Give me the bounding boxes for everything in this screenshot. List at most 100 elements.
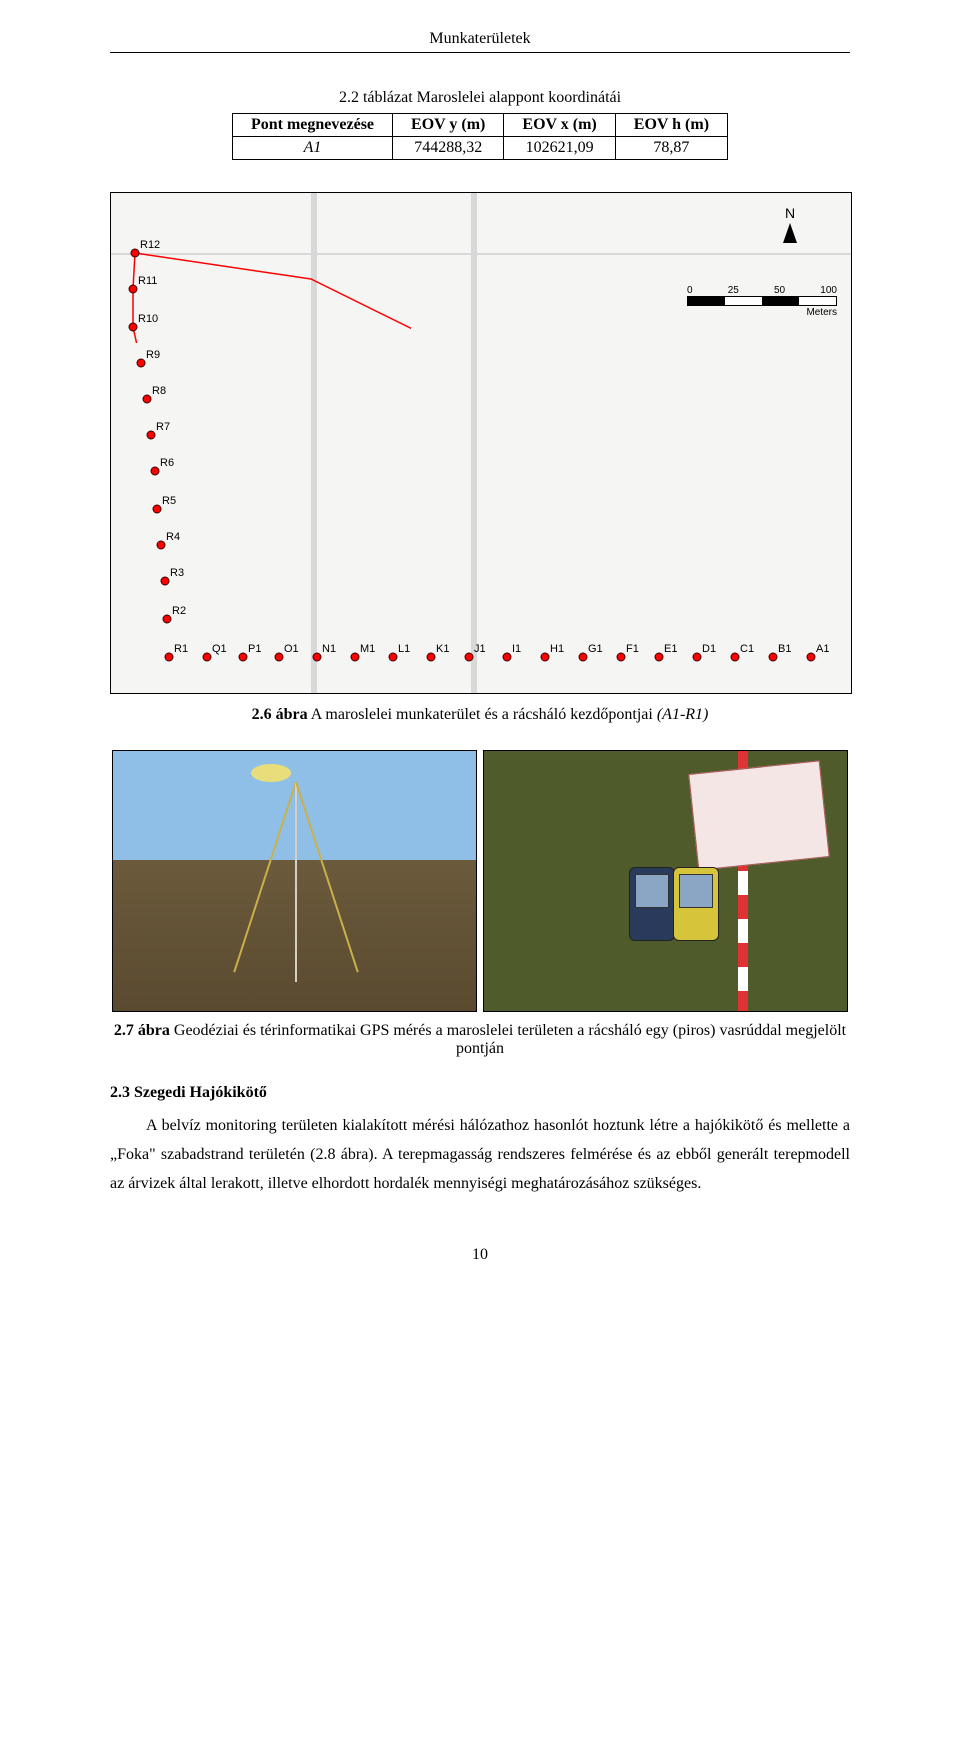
td-x: 102621,09 bbox=[504, 137, 615, 160]
scale-bar: 0 25 50 100 Meters bbox=[687, 285, 837, 318]
grid-point-label: R2 bbox=[172, 605, 186, 617]
th-eovh: EOV h (m) bbox=[615, 114, 727, 137]
grid-point-label: F1 bbox=[626, 643, 639, 655]
td-y: 744288,32 bbox=[393, 137, 504, 160]
grid-point bbox=[157, 541, 166, 550]
grid-point-label: R3 bbox=[170, 567, 184, 579]
grid-point bbox=[541, 653, 550, 662]
grid-point-label: R4 bbox=[166, 531, 180, 543]
body-paragraph: A belvíz monitoring területen kialakítot… bbox=[110, 1112, 850, 1198]
grid-point-label: I1 bbox=[512, 643, 521, 655]
grid-point-label: R9 bbox=[146, 349, 160, 361]
running-head: Munkaterületek bbox=[110, 30, 850, 53]
grid-point-label: R11 bbox=[138, 275, 157, 287]
gps-device-icon bbox=[673, 867, 719, 941]
grid-point-label: R6 bbox=[160, 457, 174, 469]
photo-left bbox=[112, 750, 477, 1012]
grid-point bbox=[239, 653, 248, 662]
grid-point-label: D1 bbox=[702, 643, 716, 655]
grid-point bbox=[389, 653, 398, 662]
scale-tick: 100 bbox=[820, 285, 837, 296]
grid-point-label: R12 bbox=[140, 239, 160, 251]
grid-point-label: C1 bbox=[740, 643, 754, 655]
grid-point bbox=[203, 653, 212, 662]
grid-point bbox=[131, 249, 140, 258]
grid-point bbox=[427, 653, 436, 662]
fig-2-6-caption: 2.6 ábra A maroslelei munkaterület és a … bbox=[110, 706, 850, 724]
grid-point-label: Q1 bbox=[212, 643, 227, 655]
photo-right bbox=[483, 750, 848, 1012]
grid-point bbox=[129, 285, 138, 294]
page-number: 10 bbox=[110, 1246, 850, 1264]
grid-point bbox=[129, 323, 138, 332]
td-name: A1 bbox=[232, 137, 392, 160]
fig-prefix: 2.6 ábra bbox=[252, 706, 308, 723]
grid-point bbox=[693, 653, 702, 662]
tripod-leg-icon bbox=[295, 782, 297, 982]
grid-point-label: J1 bbox=[474, 643, 486, 655]
fig-2-7-caption: 2.7 ábra Geodéziai és térinformatikai GP… bbox=[110, 1022, 850, 1058]
table-row: A1 744288,32 102621,09 78,87 bbox=[232, 137, 727, 160]
scale-tick: 50 bbox=[774, 285, 785, 296]
grid-point-label: R1 bbox=[174, 643, 188, 655]
grid-point bbox=[617, 653, 626, 662]
scale-unit: Meters bbox=[687, 307, 837, 318]
th-eovy: EOV y (m) bbox=[393, 114, 504, 137]
grid-point bbox=[275, 653, 284, 662]
grid-point-label: G1 bbox=[588, 643, 603, 655]
grid-point bbox=[313, 653, 322, 662]
grid-point-label: B1 bbox=[778, 643, 791, 655]
grid-point-label: P1 bbox=[248, 643, 261, 655]
grid-point bbox=[143, 395, 152, 404]
north-label: N bbox=[785, 205, 795, 221]
grid-point-label: H1 bbox=[550, 643, 564, 655]
arrow-icon bbox=[783, 223, 797, 243]
grid-point bbox=[351, 653, 360, 662]
table-header-row: Pont megnevezése EOV y (m) EOV x (m) EOV… bbox=[232, 114, 727, 137]
tripod-leg-icon bbox=[295, 782, 359, 973]
grid-point-label: R7 bbox=[156, 421, 170, 433]
th-name: Pont megnevezése bbox=[232, 114, 392, 137]
section-heading: 2.3 Szegedi Hajókikötő bbox=[110, 1084, 850, 1102]
grid-point bbox=[137, 359, 146, 368]
table-caption: 2.2 táblázat Maroslelei alappont koordin… bbox=[110, 89, 850, 107]
grid-point-label: E1 bbox=[664, 643, 677, 655]
gps-antenna-icon bbox=[251, 764, 291, 782]
grid-point bbox=[163, 615, 172, 624]
grid-point-label: N1 bbox=[322, 643, 336, 655]
grid-point bbox=[165, 653, 174, 662]
grid-point-label: K1 bbox=[436, 643, 449, 655]
fig-prefix: 2.7 ábra bbox=[114, 1022, 170, 1039]
grid-point bbox=[153, 505, 162, 514]
grid-point-label: L1 bbox=[398, 643, 410, 655]
field-book-icon bbox=[688, 760, 829, 870]
tripod-leg-icon bbox=[233, 782, 297, 973]
map-figure: N 0 25 50 100 Meters R12 R11 R1 0 R9 R8 R7 R6 R5… bbox=[110, 192, 852, 694]
grid-point bbox=[465, 653, 474, 662]
fig-italic: (A1-R1) bbox=[657, 706, 709, 723]
grid-point bbox=[731, 653, 740, 662]
fig-text: Geodéziai és térinformatikai GPS mérés a… bbox=[170, 1022, 846, 1057]
grid-point bbox=[147, 431, 156, 440]
grid-point-label: M1 bbox=[360, 643, 375, 655]
gps-device-icon bbox=[629, 867, 675, 941]
grid-point-label: O1 bbox=[284, 643, 299, 655]
north-arrow: N bbox=[783, 205, 797, 243]
grid-point-label: R8 bbox=[152, 385, 166, 397]
grid-point-label: A1 bbox=[816, 643, 829, 655]
grid-point bbox=[161, 577, 170, 586]
scale-tick: 0 bbox=[687, 285, 693, 296]
td-h: 78,87 bbox=[615, 137, 727, 160]
th-eovx: EOV x (m) bbox=[504, 114, 615, 137]
grid-point-label: R5 bbox=[162, 495, 176, 507]
grid-point bbox=[151, 467, 160, 476]
grid-point bbox=[807, 653, 816, 662]
scale-tick: 25 bbox=[728, 285, 739, 296]
grid-point bbox=[503, 653, 512, 662]
fig-text: A maroslelei munkaterület és a rácsháló … bbox=[308, 706, 657, 723]
grid-point bbox=[769, 653, 778, 662]
coord-table: Pont megnevezése EOV y (m) EOV x (m) EOV… bbox=[232, 113, 728, 160]
grid-point bbox=[655, 653, 664, 662]
grid-point bbox=[579, 653, 588, 662]
page: Munkaterületek 2.2 táblázat Maroslelei a… bbox=[60, 0, 900, 1324]
